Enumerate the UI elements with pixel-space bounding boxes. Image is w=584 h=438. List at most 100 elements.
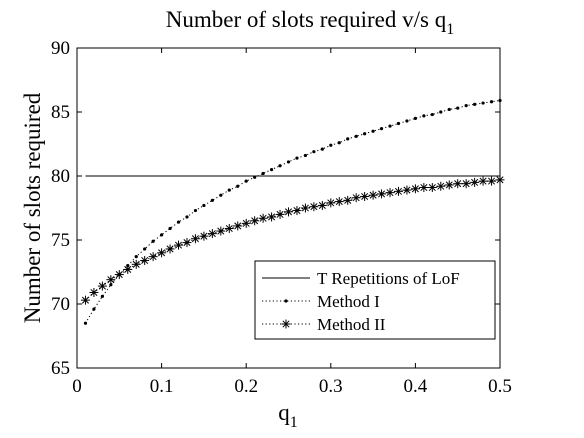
series-1-point bbox=[371, 129, 375, 133]
series-1-point bbox=[176, 220, 181, 224]
series-1-point bbox=[261, 171, 265, 176]
series-2-point bbox=[300, 203, 310, 213]
series-1-point bbox=[464, 104, 468, 108]
series-1-point bbox=[396, 121, 401, 126]
series-1-point bbox=[447, 107, 451, 112]
legend-label-method-1: Method I bbox=[317, 292, 380, 311]
y-tick-label: 80 bbox=[51, 166, 70, 187]
series-1-point bbox=[337, 141, 341, 145]
series-1-point bbox=[295, 156, 299, 160]
series-1-point bbox=[303, 153, 308, 158]
legend-label-method-2: Method II bbox=[317, 315, 386, 334]
series-2-point bbox=[351, 193, 361, 203]
series-2-point bbox=[393, 186, 403, 196]
series-1-point bbox=[329, 143, 333, 147]
x-axis-title-subscript: 1 bbox=[290, 414, 298, 431]
series-2-point bbox=[207, 229, 217, 239]
series-2-point bbox=[419, 183, 429, 193]
y-tick-label: 70 bbox=[51, 294, 70, 315]
x-tick-label: 0.3 bbox=[319, 376, 343, 397]
series-1-point bbox=[244, 179, 248, 183]
series-2-point bbox=[453, 179, 463, 189]
series-2-point bbox=[233, 221, 243, 231]
y-tick-label: 65 bbox=[51, 358, 70, 379]
series-2-point bbox=[190, 234, 200, 244]
series-2-point bbox=[385, 188, 395, 198]
series-1-point bbox=[363, 132, 367, 136]
series-2-point bbox=[123, 264, 133, 274]
series-2-point bbox=[157, 248, 167, 258]
series-2-point bbox=[199, 231, 209, 241]
series-1-point bbox=[489, 100, 494, 104]
series-2-point bbox=[343, 195, 353, 205]
series-2-point bbox=[80, 295, 90, 305]
series-2-point bbox=[174, 240, 184, 250]
series-1-point bbox=[379, 127, 384, 131]
series-1-point bbox=[134, 255, 138, 259]
series-1-point bbox=[202, 203, 206, 208]
series-2-point bbox=[334, 197, 344, 207]
chart-title-subscript: 1 bbox=[446, 21, 454, 38]
series-2-point bbox=[275, 209, 285, 219]
x-axis-title-text: q bbox=[278, 400, 290, 425]
series-1-point bbox=[151, 239, 155, 243]
series-1-point bbox=[456, 106, 460, 110]
legend-marker-method-1 bbox=[284, 299, 288, 303]
series-2-point bbox=[326, 198, 336, 208]
chart-title: Number of slots required v/s q1 bbox=[166, 7, 454, 38]
series-1-point bbox=[473, 102, 477, 106]
series-1-point bbox=[236, 184, 240, 188]
series-1-point bbox=[269, 168, 274, 172]
series-1-point bbox=[481, 101, 485, 105]
y-axis-title: Number of slots required bbox=[20, 92, 45, 323]
series-2-point bbox=[360, 191, 370, 201]
series-2-point bbox=[436, 181, 446, 191]
x-tick-label: 0.5 bbox=[488, 376, 512, 397]
series-1-point bbox=[109, 283, 113, 287]
series-1-point bbox=[100, 294, 104, 298]
series-1-point bbox=[219, 193, 223, 197]
x-tick-label: 0 bbox=[72, 376, 82, 397]
series-2-point bbox=[258, 213, 268, 223]
series-1-point bbox=[286, 160, 291, 164]
series-2-point bbox=[114, 270, 124, 280]
series-2-point bbox=[461, 179, 471, 189]
series-2-point bbox=[89, 287, 99, 297]
series-2-point bbox=[241, 218, 251, 228]
series-2-point bbox=[182, 238, 192, 248]
series-1-point bbox=[354, 134, 358, 138]
series-1-point bbox=[160, 233, 164, 237]
legend-box bbox=[254, 260, 496, 340]
series-2-point bbox=[427, 183, 437, 193]
legend-marker-method-2 bbox=[281, 319, 291, 329]
x-axis-title: q1 bbox=[278, 400, 298, 431]
series-2-point bbox=[377, 189, 387, 199]
series-2-point bbox=[148, 252, 158, 262]
series-2-point bbox=[224, 223, 234, 233]
series-2-point bbox=[97, 281, 107, 291]
plot-frame bbox=[76, 47, 501, 369]
series-1-point bbox=[92, 307, 96, 311]
series-1-point bbox=[430, 112, 434, 117]
chart-title-text: Number of slots required v/s q bbox=[166, 7, 447, 32]
y-tick-label: 75 bbox=[51, 230, 70, 251]
series-2-point bbox=[292, 206, 302, 216]
series-1-point bbox=[413, 116, 417, 120]
series-2-point bbox=[140, 255, 150, 265]
legend-asterisk-glyph bbox=[281, 319, 291, 329]
series-1-point bbox=[168, 226, 172, 231]
x-tick-label: 0.4 bbox=[404, 376, 428, 397]
series-1-point bbox=[278, 164, 282, 168]
y-tick-label: 85 bbox=[51, 102, 70, 123]
series-1-point bbox=[312, 150, 316, 154]
series-2-point bbox=[131, 259, 141, 269]
series-1-point bbox=[346, 137, 350, 141]
series-2-point bbox=[470, 177, 480, 187]
series-2-point bbox=[106, 275, 116, 285]
series-1-point bbox=[253, 175, 257, 179]
series-2-point bbox=[487, 176, 497, 186]
series-2-point bbox=[267, 212, 277, 222]
x-tick-label: 0.1 bbox=[150, 376, 174, 397]
series-1-point bbox=[210, 198, 214, 202]
